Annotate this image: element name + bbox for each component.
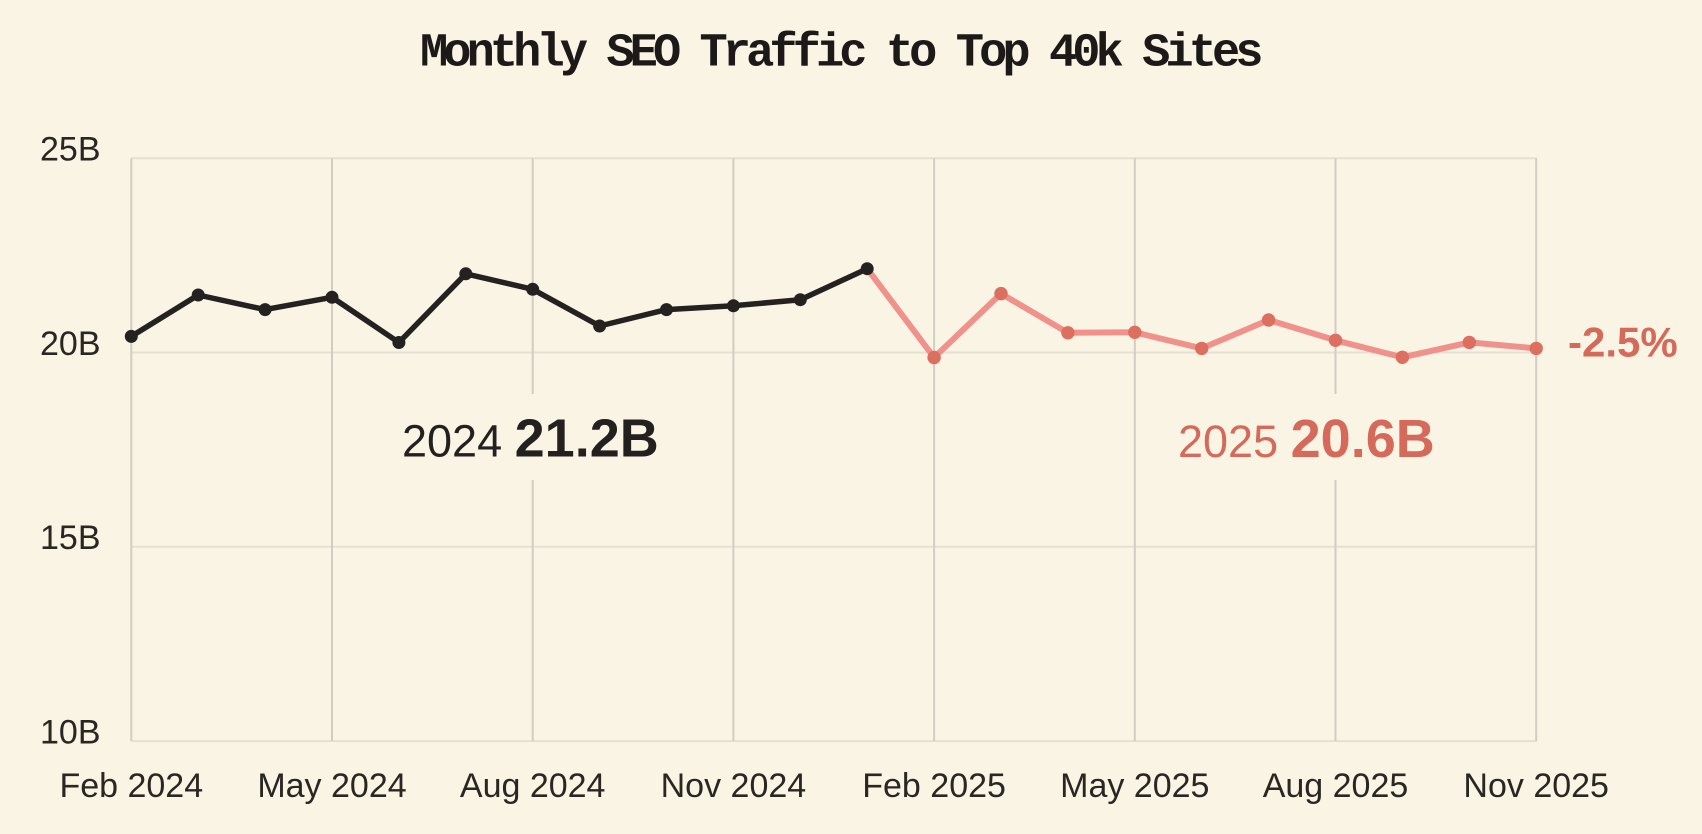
svg-text:May 2025: May 2025 [1060, 767, 1209, 805]
svg-text:2024 21.2B: 2024 21.2B [402, 408, 659, 468]
svg-text:Feb 2024: Feb 2024 [59, 767, 203, 805]
svg-text:Feb 2025: Feb 2025 [862, 767, 1006, 805]
svg-text:2025 20.6B: 2025 20.6B [1178, 409, 1435, 469]
svg-text:20B: 20B [40, 325, 101, 363]
svg-text:Aug 2025: Aug 2025 [1263, 767, 1409, 805]
svg-text:May 2024: May 2024 [257, 767, 406, 805]
svg-text:Nov 2025: Nov 2025 [1463, 767, 1609, 805]
svg-text:10B: 10B [40, 713, 101, 751]
svg-text:Nov 2024: Nov 2024 [661, 767, 807, 805]
svg-text:Aug 2024: Aug 2024 [460, 767, 606, 805]
svg-text:Monthly SEO Traffic to Top 40k: Monthly SEO Traffic to Top 40k Sites [420, 28, 1261, 81]
svg-text:25B: 25B [40, 131, 101, 169]
svg-text:15B: 15B [40, 519, 101, 557]
svg-text:-2.5%: -2.5% [1568, 319, 1678, 366]
